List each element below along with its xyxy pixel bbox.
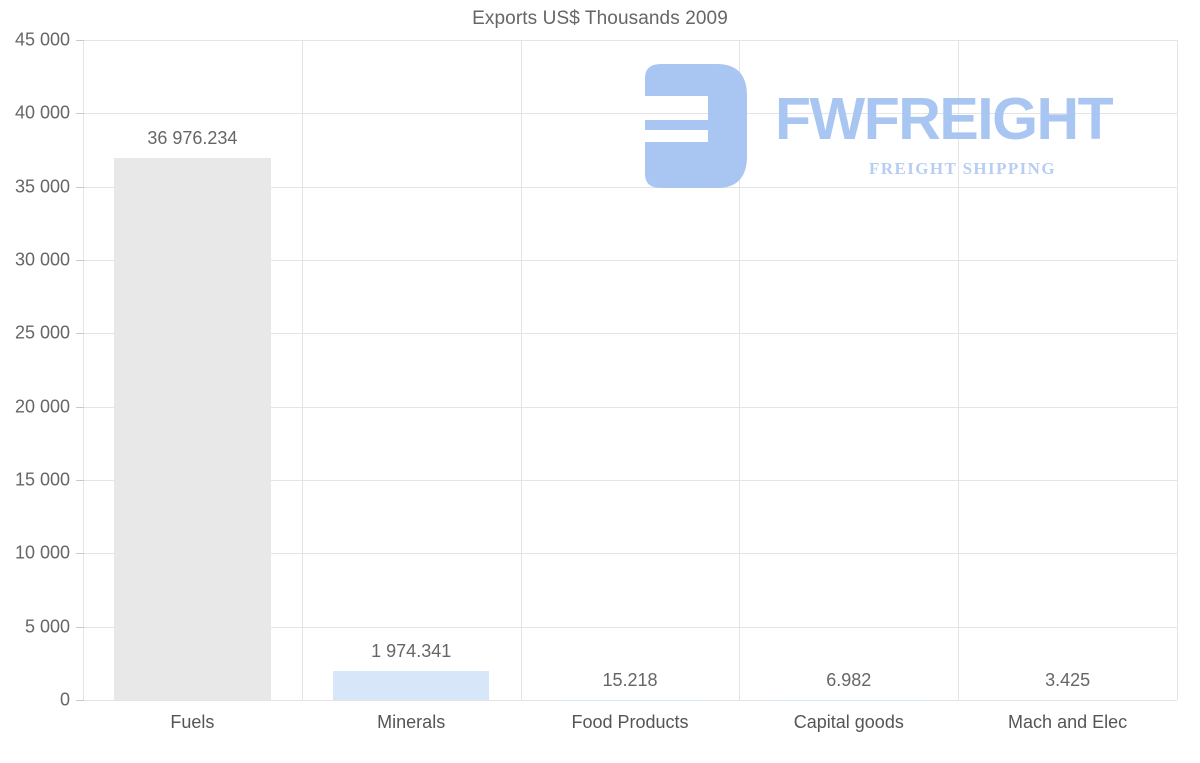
y-axis-tick-label: 40 000 bbox=[14, 102, 70, 123]
x-axis-category-label: Food Products bbox=[571, 712, 689, 732]
y-axis-tick-label: 10 000 bbox=[14, 542, 70, 563]
gridline-horizontal bbox=[83, 260, 1177, 261]
y-axis-tick-label: 15 000 bbox=[14, 469, 70, 490]
gridline-horizontal bbox=[83, 333, 1177, 335]
gridline-vertical bbox=[958, 40, 959, 700]
x-axis-category-label: Mach and Elec bbox=[1008, 712, 1128, 732]
gridline-horizontal bbox=[83, 40, 1177, 41]
gridline-horizontal bbox=[83, 186, 1177, 188]
y-axis-tick-label: 5 000 bbox=[24, 616, 70, 637]
y-axis-tick-label: 35 000 bbox=[14, 176, 70, 197]
chart-title: Exports US$ Thousands 2009 bbox=[472, 8, 728, 29]
y-axis-tick-mark bbox=[76, 260, 84, 261]
gridline-vertical bbox=[302, 40, 303, 700]
x-axis-category-label: Minerals bbox=[377, 712, 446, 732]
y-axis-tick-mark bbox=[76, 40, 84, 41]
y-axis-tick-label: 25 000 bbox=[14, 322, 70, 343]
gridline-horizontal bbox=[83, 406, 1177, 408]
bar[interactable] bbox=[114, 157, 271, 700]
gridline-vertical bbox=[739, 40, 740, 700]
bar-value-label: 1 974.341 bbox=[371, 641, 452, 662]
y-axis-tick-label: 20 000 bbox=[14, 396, 70, 417]
gridline-horizontal bbox=[83, 700, 1177, 701]
bar-value-label: 15.218 bbox=[602, 669, 658, 690]
x-axis-category-label: Fuels bbox=[170, 712, 215, 732]
y-axis-tick-mark bbox=[76, 333, 84, 335]
bar-value-label: 3.425 bbox=[1045, 669, 1091, 690]
gridline-vertical bbox=[83, 40, 84, 700]
gridline-vertical bbox=[521, 40, 522, 700]
gridline-vertical bbox=[1177, 40, 1178, 700]
y-axis-tick-mark bbox=[76, 113, 84, 115]
y-axis-tick-mark bbox=[76, 626, 84, 628]
x-axis-category-label: Capital goods bbox=[793, 712, 904, 732]
y-axis-tick-label: 30 000 bbox=[14, 249, 70, 270]
y-axis-tick-mark bbox=[76, 480, 84, 481]
gridline-horizontal bbox=[83, 113, 1177, 115]
gridline-horizontal bbox=[83, 480, 1177, 481]
plot-area bbox=[83, 40, 1178, 701]
bar-value-label: 36 976.234 bbox=[147, 127, 238, 148]
bar[interactable] bbox=[332, 671, 490, 700]
y-axis-tick-mark bbox=[76, 406, 84, 408]
y-axis-tick-label: 0 bbox=[59, 689, 70, 710]
y-axis-tick-mark bbox=[76, 186, 84, 188]
gridline-horizontal bbox=[83, 553, 1177, 555]
y-axis-tick-mark bbox=[76, 700, 84, 701]
gridline-horizontal bbox=[83, 626, 1177, 628]
y-axis-tick-mark bbox=[76, 553, 84, 555]
bar-value-label: 6.982 bbox=[826, 669, 872, 690]
y-axis-tick-label: 45 000 bbox=[14, 29, 70, 50]
